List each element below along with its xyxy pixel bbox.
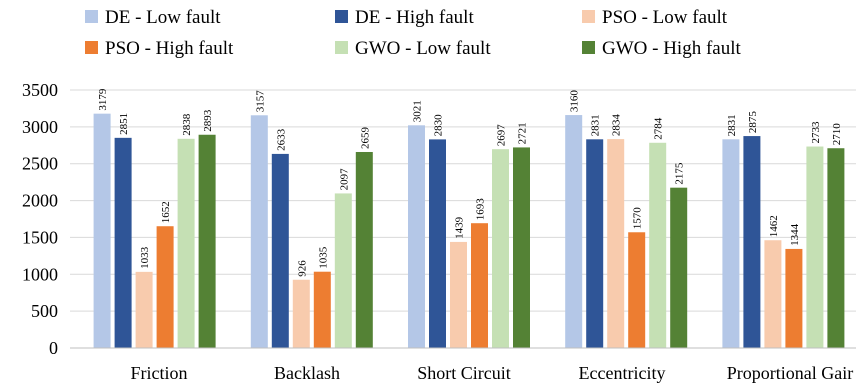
bar-value-label-4-1: 2875: [747, 111, 759, 134]
y-tick-label-0: 0: [49, 338, 58, 358]
bar-2-4: [492, 149, 509, 348]
legend-label-1: DE - High fault: [355, 7, 474, 28]
bar-value-label-4-2: 1462: [768, 215, 780, 237]
y-axis: 0 500 1000 1500 2000 2500 3000 3500: [22, 80, 58, 358]
legend-label-0: DE - Low fault: [105, 7, 221, 28]
legend-label-4: GWO - Low fault: [355, 38, 491, 59]
bar-2-2: [450, 241, 467, 348]
bar-1-3: [313, 271, 331, 348]
y-tick-label-7: 3500: [22, 80, 58, 100]
bar-value-label-0-2: 1033: [139, 246, 151, 269]
bar-value-label-2-5: 2721: [517, 122, 529, 144]
x-category-label-0: Friction: [131, 363, 188, 383]
legend-label-3: PSO - High fault: [105, 38, 234, 59]
bar-3-3: [628, 232, 646, 348]
legend-swatch-5: [582, 41, 595, 54]
bar-0-0: [93, 113, 111, 348]
legend-swatch-4: [335, 41, 348, 54]
bar-0-3: [156, 226, 174, 348]
bar-value-label-2-0: 3021: [412, 100, 424, 122]
legend-label-5: GWO - High fault: [602, 38, 741, 59]
bar-value-label-4-0: 2831: [726, 114, 738, 136]
bar-value-label-1-1: 2633: [275, 128, 287, 151]
bar-value-label-3-4: 2784: [653, 117, 665, 140]
bar-value-label-0-3: 1652: [160, 201, 172, 223]
bar-value-label-1-2: 926: [296, 260, 308, 277]
chart-bars: 3179 2851 1033 1652 2838 2893 3157 2633 926 1035 2…: [93, 88, 845, 348]
y-tick-label-3: 1500: [22, 227, 58, 247]
y-tick-label-1: 500: [31, 301, 58, 321]
bar-3-5: [670, 187, 688, 348]
y-tick-label-5: 2500: [22, 154, 58, 174]
bar-value-label-1-5: 2659: [359, 126, 371, 149]
bar-4-2: [764, 240, 782, 348]
bar-value-label-3-3: 1570: [632, 207, 644, 230]
bar-3-2: [607, 139, 625, 348]
legend-swatch-2: [582, 10, 595, 23]
x-category-label-4: Proportional Gair: [727, 363, 853, 383]
chart-legend: DE - Low fault DE - High fault PSO - Low f…: [85, 7, 741, 59]
x-axis: Friction Backlash Short Circuit Eccentricit…: [70, 347, 856, 383]
bar-4-3: [785, 248, 803, 348]
bar-1-1: [271, 153, 289, 348]
bar-1-5: [355, 151, 373, 348]
x-category-label-2: Short Circuit: [417, 363, 511, 383]
y-tick-label-6: 3000: [22, 117, 58, 137]
bar-4-0: [722, 139, 740, 348]
bar-value-label-0-1: 2851: [118, 113, 130, 135]
bar-3-0: [565, 115, 583, 348]
bar-value-label-4-4: 2733: [810, 121, 822, 144]
bar-value-label-1-3: 1035: [317, 246, 329, 269]
bar-value-label-2-2: 1439: [454, 216, 466, 239]
bar-value-label-3-0: 3160: [569, 90, 581, 113]
bar-0-1: [114, 137, 132, 348]
bar-0-2: [135, 271, 153, 348]
x-category-label-3: Eccentricity: [579, 363, 666, 383]
bar-1-0: [250, 115, 268, 348]
bar-value-label-0-4: 2838: [181, 113, 193, 136]
bar-value-label-1-4: 2097: [338, 168, 350, 191]
bar-1-4: [334, 193, 352, 348]
bar-value-label-0-0: 3179: [97, 88, 109, 111]
bar-0-5: [198, 134, 216, 348]
bar-value-label-0-5: 2893: [202, 109, 214, 132]
bar-value-label-2-3: 1693: [475, 198, 487, 221]
bar-value-label-3-5: 2175: [674, 162, 686, 185]
bar-2-1: [429, 139, 446, 348]
bar-value-label-4-3: 1344: [789, 223, 801, 246]
legend-label-2: PSO - Low fault: [602, 7, 728, 28]
bar-3-4: [649, 142, 667, 348]
bar-4-1: [743, 136, 761, 348]
bar-value-label-2-4: 2697: [496, 124, 508, 147]
legend-swatch-1: [335, 10, 348, 23]
bar-2-0: [408, 125, 425, 348]
legend-swatch-3: [85, 41, 98, 54]
bar-value-label-3-2: 2834: [611, 114, 623, 137]
bar-2-3: [471, 223, 488, 348]
y-tick-label-2: 1000: [22, 264, 58, 284]
bar-value-label-4-5: 2710: [831, 123, 843, 146]
bar-4-5: [827, 148, 845, 348]
legend-swatch-0: [85, 10, 98, 23]
bar-0-4: [177, 138, 195, 348]
x-category-label-1: Backlash: [274, 363, 340, 383]
bar-value-label-2-1: 2830: [433, 114, 445, 137]
bar-value-label-3-1: 2831: [590, 114, 602, 136]
y-tick-label-4: 2000: [22, 191, 58, 211]
bar-2-5: [513, 147, 530, 348]
bar-1-2: [292, 279, 310, 348]
bar-4-4: [806, 146, 824, 348]
bar-3-1: [586, 139, 604, 348]
bar-value-label-1-0: 3157: [254, 90, 266, 113]
